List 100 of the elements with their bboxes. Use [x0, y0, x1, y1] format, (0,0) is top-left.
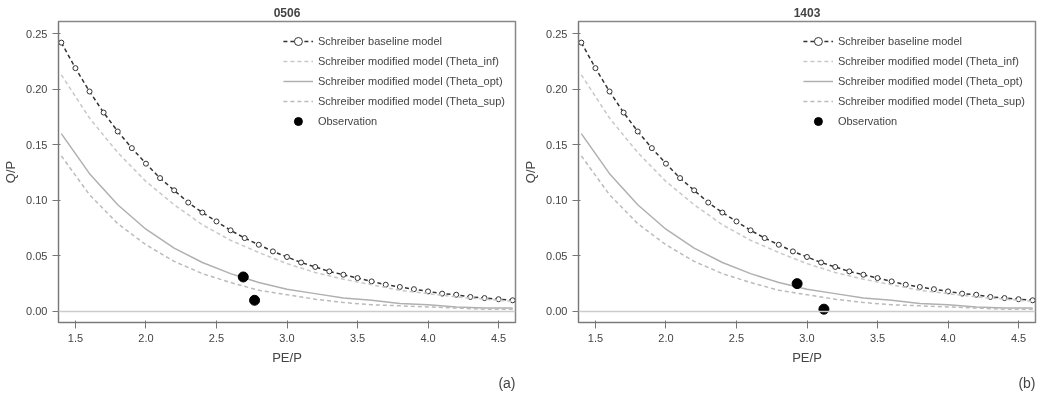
point [410, 286, 417, 293]
point [860, 271, 867, 278]
point [648, 145, 655, 152]
point [382, 281, 389, 288]
point [128, 145, 135, 152]
x-tick-label: 3.5 [349, 331, 366, 344]
y-tick-label: 0.25 [546, 27, 568, 40]
point [945, 288, 952, 295]
x-axis-title: PE/P [272, 349, 302, 365]
point [662, 160, 669, 167]
point [241, 235, 248, 242]
y-axis-title: Q/P [523, 160, 539, 184]
point [987, 293, 994, 300]
x-tick-label: 1.5 [587, 331, 604, 344]
legend-label: Schreiber modified model (Theta_inf) [837, 54, 1019, 68]
point [298, 259, 305, 266]
x-tick-label: 4.0 [420, 331, 436, 344]
y-tick-label: 0.00 [546, 305, 568, 318]
legend-label: Schreiber baseline model [837, 34, 963, 48]
y-tick-label: 0.15 [546, 138, 568, 151]
point [481, 295, 488, 302]
point [312, 263, 319, 270]
point [705, 199, 712, 206]
point [620, 109, 627, 116]
point [791, 278, 803, 290]
point [255, 241, 262, 248]
text: (a) [498, 374, 516, 391]
point [578, 39, 585, 46]
x-axis-title: PE/P [792, 349, 822, 365]
point [719, 209, 726, 216]
point [804, 253, 810, 260]
text: (b) [1018, 374, 1036, 391]
point [1015, 296, 1022, 303]
point [58, 39, 65, 46]
x-tick-label: 2.0 [658, 331, 674, 344]
point [902, 281, 909, 288]
y-axis-title: Q/P [3, 160, 19, 184]
y-tick-label: 0.05 [546, 249, 568, 262]
point [691, 187, 698, 194]
x-tick-label: 3.0 [799, 331, 815, 344]
point [72, 65, 79, 72]
point [930, 286, 937, 293]
x-tick-label: 1.5 [67, 331, 84, 344]
y-tick-label: 0.10 [26, 194, 48, 207]
point [213, 218, 220, 225]
chart-title: 1403 [793, 5, 821, 20]
point [326, 268, 333, 275]
point [592, 65, 599, 72]
point [368, 278, 375, 285]
point [237, 271, 249, 283]
point [171, 187, 178, 194]
point [916, 283, 923, 290]
point [227, 227, 234, 234]
y-tick-label: 0.25 [26, 27, 48, 40]
point [832, 263, 839, 270]
point [733, 218, 740, 225]
point [973, 291, 980, 298]
point [874, 275, 881, 282]
point [789, 248, 796, 255]
y-tick-label: 0.20 [26, 83, 48, 96]
point [142, 160, 149, 167]
point [284, 253, 290, 260]
x-tick-label: 3.0 [279, 331, 295, 344]
legend-label: Observation [837, 114, 898, 128]
point [354, 275, 361, 282]
x-tick-label: 4.5 [1010, 331, 1027, 344]
x-tick-label: 4.5 [490, 331, 507, 344]
y-tick-label: 0.15 [26, 138, 48, 151]
x-tick-label: 3.5 [869, 331, 886, 344]
y-tick-label: 0.00 [26, 305, 48, 318]
point [677, 175, 684, 182]
point [340, 271, 347, 278]
x-tick-label: 2.5 [728, 331, 745, 344]
legend-label: Schreiber baseline model [317, 34, 443, 48]
point [1001, 295, 1008, 302]
point [747, 227, 754, 234]
point [818, 259, 825, 266]
point [157, 175, 164, 182]
chart-title: 0506 [273, 5, 301, 20]
point [846, 268, 853, 275]
point [425, 288, 432, 295]
point [114, 128, 121, 135]
point [888, 278, 895, 285]
y-tick-label: 0.10 [546, 194, 568, 207]
point [199, 209, 206, 216]
legend-label: Schreiber modified model (Theta_inf) [317, 54, 499, 68]
point [86, 88, 93, 95]
point [185, 199, 192, 206]
legend-label: Schreiber modified model (Theta_opt) [317, 74, 503, 88]
legend-label: Schreiber modified model (Theta_sup) [837, 94, 1025, 108]
point [396, 283, 403, 290]
point [606, 88, 613, 95]
point [100, 109, 107, 116]
point [509, 297, 516, 304]
point [249, 294, 261, 306]
x-tick-label: 4.0 [940, 331, 956, 344]
x-tick-label: 2.5 [208, 331, 225, 344]
point [453, 291, 460, 298]
point [775, 241, 782, 248]
point [269, 248, 276, 255]
